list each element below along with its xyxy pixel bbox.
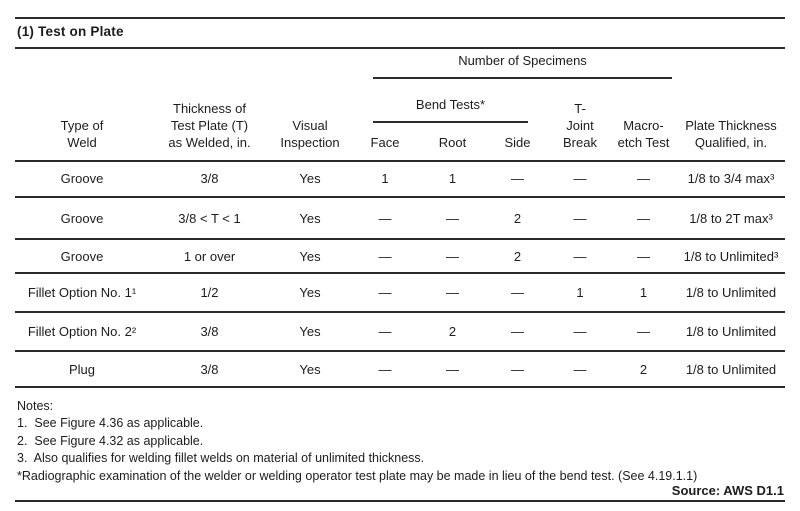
column-header-macro-etch-test: Macro- etch Test <box>617 118 670 150</box>
column-header-thickness: Thickness of Test Plate (T) as Welded, i… <box>168 101 251 150</box>
group-header-number-of-specimens: Number of Specimens <box>458 53 587 68</box>
group-header-bend-tests: Bend Tests* <box>415 97 486 112</box>
table-row: Groove 3/8 Yes 1 1 — — — 1/8 to 3/4 max³ <box>15 160 785 198</box>
table-row: Groove 1 or over Yes — — 2 — — 1/8 to Un… <box>15 240 785 274</box>
table-row: Fillet Option No. 2² 3/8 Yes — 2 — — — 1… <box>15 313 785 352</box>
column-header-plate-thickness-qualified: Plate Thickness Qualified, in. <box>685 118 777 150</box>
table-cell: — <box>378 210 392 226</box>
table-cell: — <box>637 210 650 226</box>
horizontal-rule-under-title <box>15 47 785 49</box>
table-cell: — <box>378 324 392 339</box>
note-line: 2. See Figure 4.32 as applicable. <box>17 433 204 448</box>
table-cell: 2 <box>639 361 648 377</box>
table-cell: — <box>446 210 459 226</box>
table-cell: 1/8 to Unlimited <box>685 361 777 377</box>
table-cell: 2 <box>513 210 522 226</box>
table-cell: Fillet Option No. 1¹ <box>27 285 137 300</box>
table-cell: 3/8 <box>200 170 219 186</box>
table-body: Groove 3/8 Yes 1 1 — — — 1/8 to 3/4 max³… <box>15 160 785 388</box>
table-cell: Yes <box>299 285 321 300</box>
table-cell: 1/8 to Unlimited³ <box>683 248 779 264</box>
table-cell: 1 or over <box>183 248 236 264</box>
table-cell: Plug <box>68 361 96 377</box>
note-line: 1. See Figure 4.36 as applicable. <box>17 416 204 431</box>
table-cell: 1/8 to Unlimited <box>685 285 777 300</box>
column-header-root: Root <box>438 135 467 150</box>
table-cell: 3/8 <box>200 361 219 377</box>
table-cell: — <box>637 248 650 264</box>
table-cell: — <box>446 361 459 377</box>
table-cell: Groove <box>60 248 104 264</box>
column-header-side: Side <box>504 135 531 150</box>
table-cell: — <box>446 248 459 264</box>
table-cell: — <box>573 248 587 264</box>
note-line: *Radiographic examination of the welder … <box>17 468 698 483</box>
table-cell: 2 <box>448 324 457 339</box>
table-cell: Yes <box>299 324 321 339</box>
notes-section: Notes: 1. See Figure 4.36 as applicable.… <box>17 398 697 485</box>
section-title: (1) Test on Plate <box>17 24 124 39</box>
table-cell: 1 <box>576 285 584 300</box>
table-cell: — <box>446 285 459 300</box>
number-of-specimens-underline <box>373 77 672 79</box>
table-cell: — <box>378 361 392 377</box>
table-header-row: Type of Weld Thickness of Test Plate (T)… <box>15 47 785 160</box>
table-cell: Yes <box>299 248 321 264</box>
table-cell: — <box>511 361 524 377</box>
table-cell: 1 <box>639 285 648 300</box>
table-cell: — <box>573 210 587 226</box>
table-cell: 1 <box>448 170 457 186</box>
note-line: 3. Also qualifies for welding fillet wel… <box>17 451 425 466</box>
table-cell: — <box>573 170 587 186</box>
table-cell: — <box>511 285 524 300</box>
table-cell: Yes <box>299 210 321 226</box>
table-cell: — <box>573 361 587 377</box>
table-cell: 1 <box>381 170 389 186</box>
table-cell: 2 <box>513 248 522 264</box>
table-cell: 3/8 < T < 1 <box>178 210 241 226</box>
table-cell: Groove <box>60 210 104 226</box>
table-cell: — <box>573 324 587 339</box>
horizontal-rule-top <box>15 17 785 19</box>
table-cell: 1/8 to Unlimited <box>685 324 777 339</box>
table-cell: 1/8 to 3/4 max³ <box>687 170 775 186</box>
table-cell: 3/8 <box>200 324 219 339</box>
table-cell: 1/8 to 2T max³ <box>689 210 773 226</box>
table-cell: — <box>511 324 524 339</box>
table-row: Groove 3/8 < T < 1 Yes — — 2 — — 1/8 to … <box>15 198 785 240</box>
table-cell: — <box>637 324 650 339</box>
column-header-visual-inspection: Visual Inspection <box>280 118 340 150</box>
horizontal-rule-under-headers <box>15 160 785 162</box>
table-cell: 1/2 <box>200 285 219 300</box>
table-cell: — <box>637 170 650 186</box>
table-cell: Yes <box>299 361 321 377</box>
column-header-t-joint-break: T- Joint Break <box>563 101 597 150</box>
source-credit: Source: AWS D1.1 <box>671 483 784 498</box>
table-cell: Yes <box>299 170 321 186</box>
column-header-type-of-weld: Type of Weld <box>60 118 104 150</box>
table-row: Plug 3/8 Yes — — — — 2 1/8 to Unlimited <box>15 352 785 388</box>
table-cell: Fillet Option No. 2² <box>27 324 137 339</box>
bend-tests-underline <box>373 121 528 123</box>
column-header-face: Face <box>370 135 400 150</box>
horizontal-rule-bottom <box>15 500 785 502</box>
table-row: Fillet Option No. 1¹ 1/2 Yes — — — 1 1 1… <box>15 274 785 313</box>
notes-label: Notes: <box>17 399 54 413</box>
table-cell: — <box>511 170 524 186</box>
table-cell: Groove <box>60 170 104 186</box>
table-cell: — <box>378 285 392 300</box>
table-cell: — <box>378 248 392 264</box>
